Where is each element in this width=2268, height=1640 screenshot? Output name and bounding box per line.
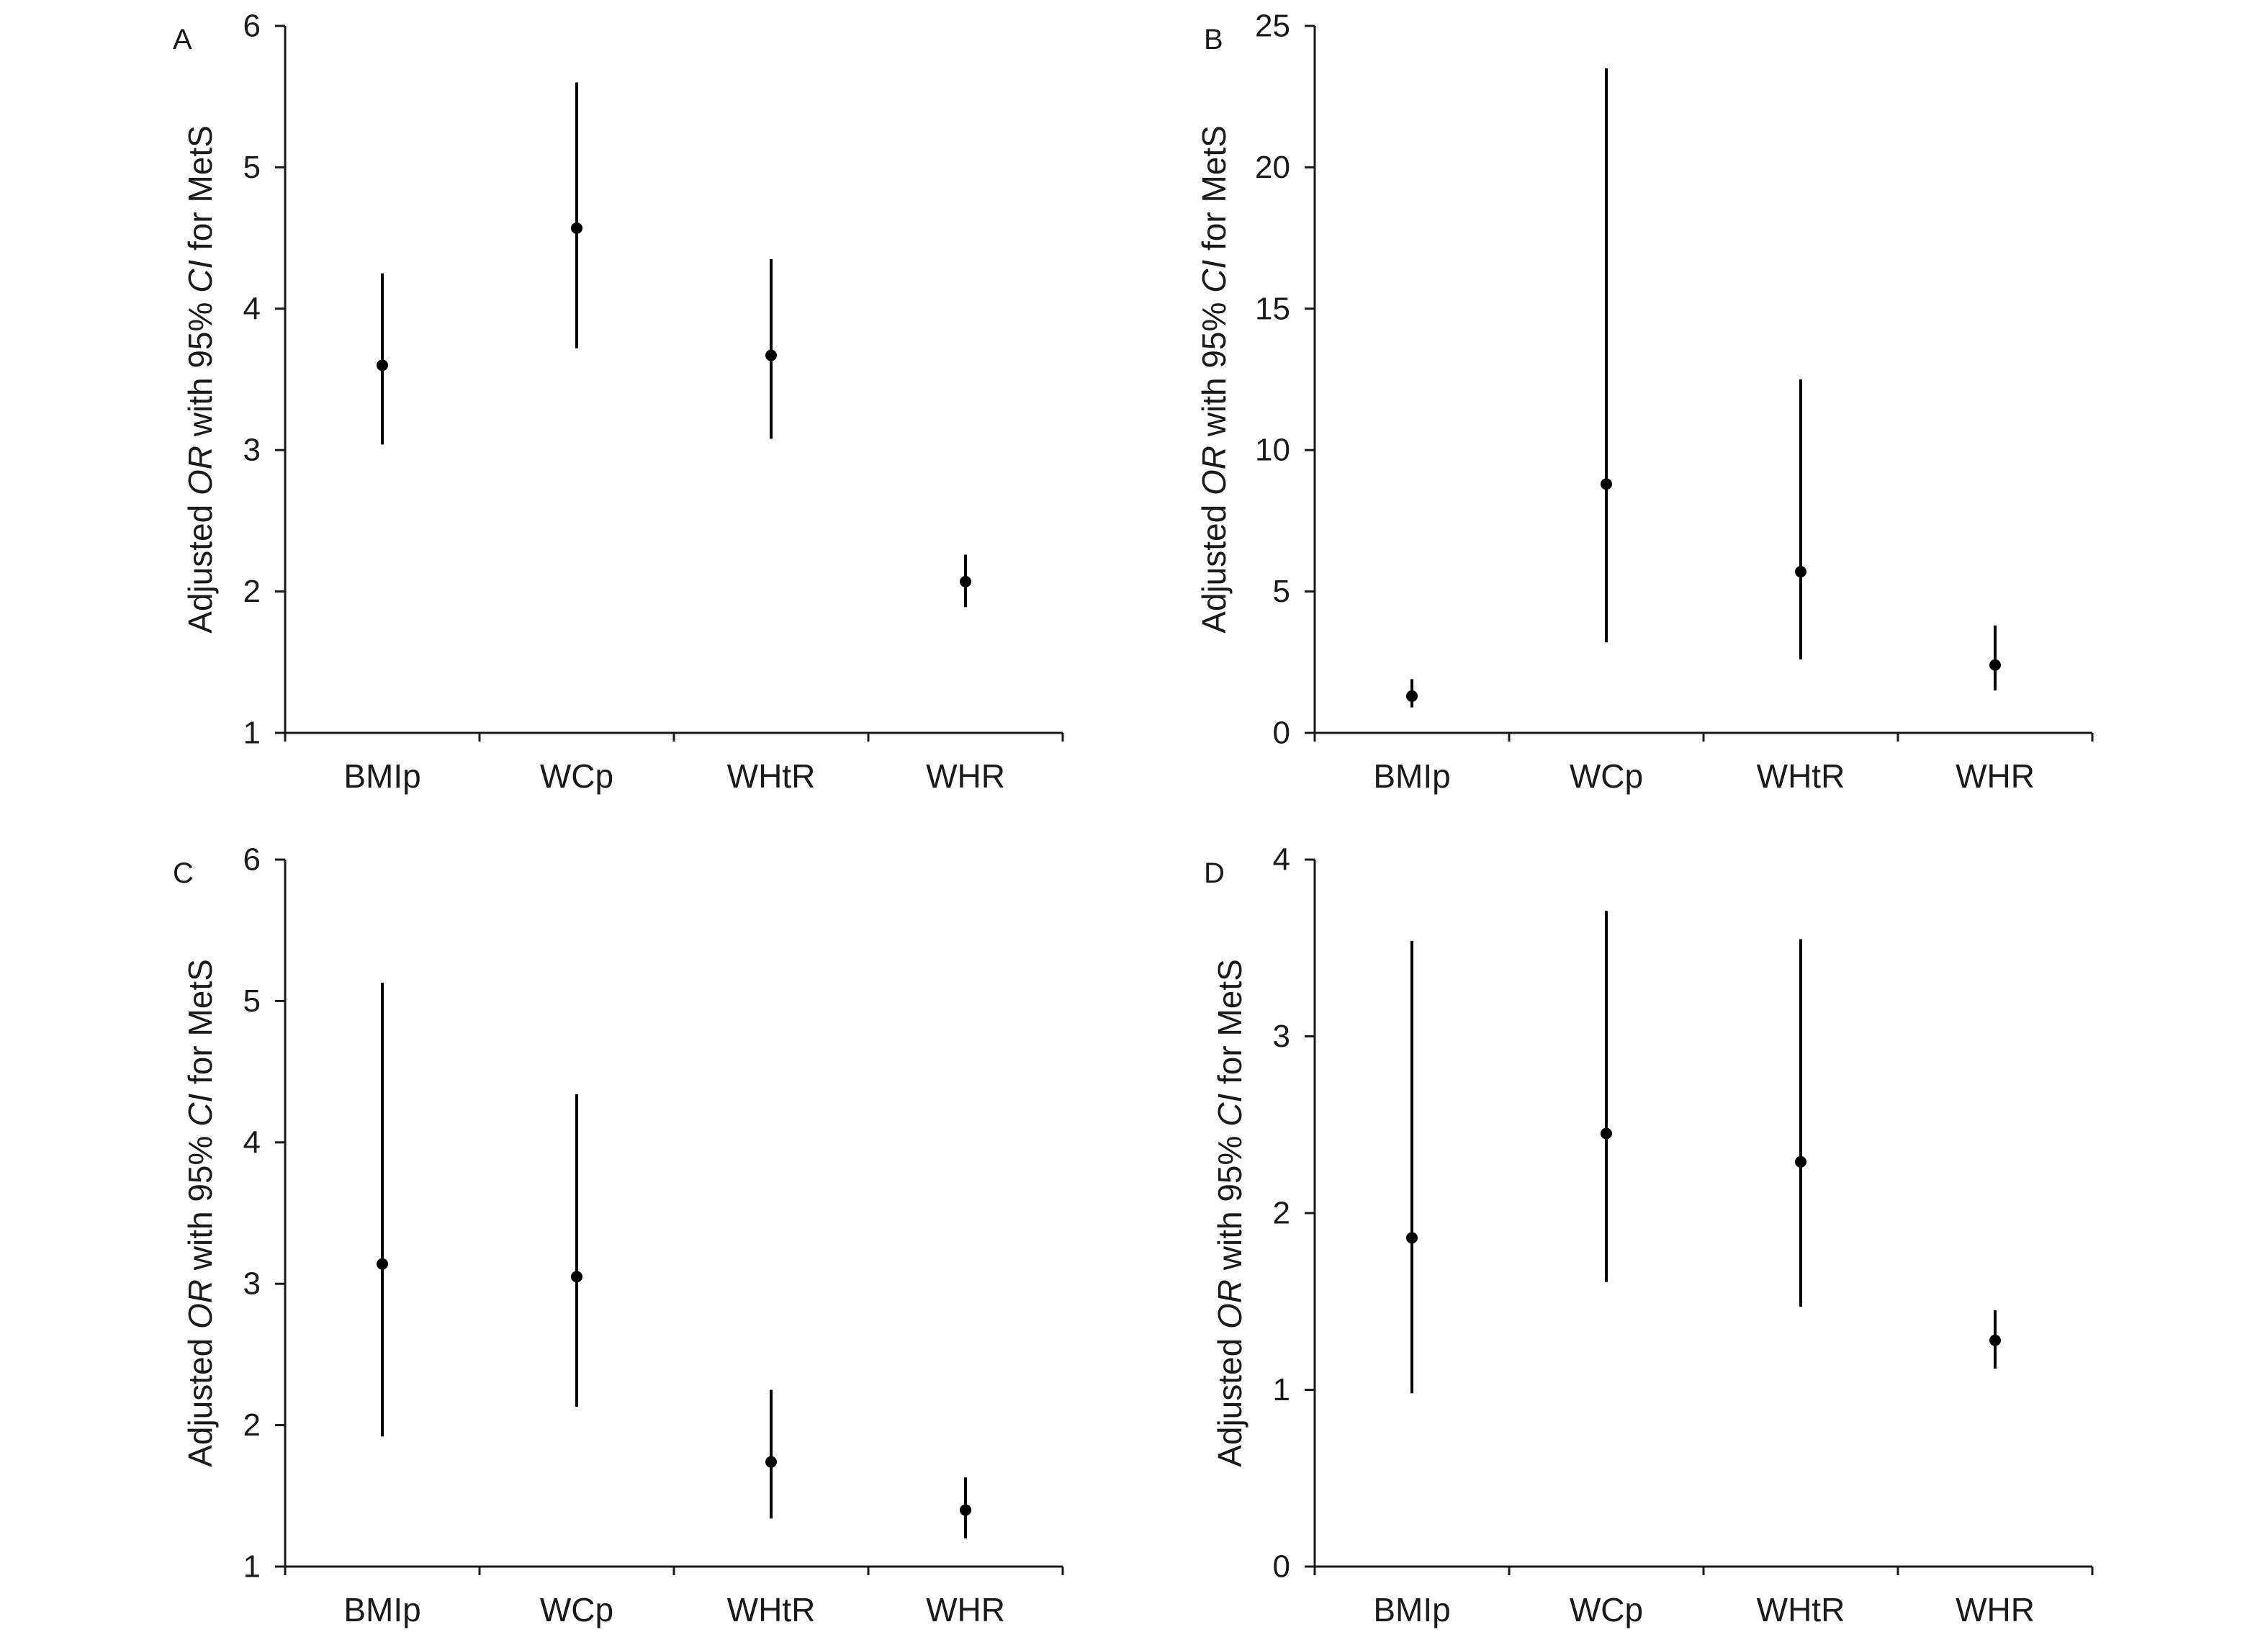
y-axis-title: Adjusted OR with 95% CI for MetS bbox=[1211, 959, 1248, 1467]
y-tick-label: 1 bbox=[243, 716, 261, 751]
y-tick-label: 6 bbox=[243, 9, 261, 44]
panel-b: B 0 5 10 15 20 25 BMIp WCp WHtR WHR Adjusted OR wit… bbox=[1195, 9, 2094, 795]
point-estimate bbox=[1601, 1127, 1612, 1140]
x-tick-label: WHtR bbox=[727, 757, 816, 795]
panel-letter: A bbox=[173, 24, 192, 55]
x-tick-label: WCp bbox=[540, 1591, 613, 1628]
y-tick-label: 4 bbox=[243, 1125, 261, 1160]
point-estimate bbox=[960, 1504, 971, 1516]
point-estimate bbox=[1795, 1155, 1806, 1168]
point-estimate bbox=[1601, 478, 1612, 490]
y-tick-label: 4 bbox=[243, 291, 261, 326]
panel-a: A 1 2 3 4 5 6 BMIp WCp WHtR WHR Adjusted OR with 95… bbox=[173, 9, 1064, 795]
y-tick-label: 5 bbox=[243, 983, 261, 1019]
point-estimate bbox=[1795, 566, 1806, 578]
y-tick-label: 1 bbox=[1273, 1372, 1290, 1407]
y-tick-label: 20 bbox=[1255, 150, 1290, 185]
point-estimate bbox=[960, 575, 971, 587]
point-estimate bbox=[377, 1258, 388, 1270]
y-tick-label: 4 bbox=[1273, 842, 1290, 878]
point-estimate bbox=[1406, 690, 1418, 702]
y-axis-title: Adjusted OR with 95% CI for MetS bbox=[1195, 125, 1233, 634]
y-tick-label: 2 bbox=[243, 1407, 261, 1443]
panel-d: D 0 1 2 3 4 BMIp WCp WHtR WHR Adjusted OR with 95%… bbox=[1204, 842, 2094, 1628]
y-tick-label: 2 bbox=[243, 574, 261, 609]
y-axis-title: Adjusted OR with 95% CI for MetS bbox=[181, 125, 219, 634]
y-tick-label: 3 bbox=[1273, 1019, 1290, 1054]
y-tick-label: 5 bbox=[1273, 574, 1290, 609]
y-tick-label: 5 bbox=[243, 150, 261, 185]
x-tick-label: WHtR bbox=[1757, 1591, 1845, 1628]
point-estimate bbox=[765, 349, 777, 361]
x-tick-label: WCp bbox=[540, 757, 613, 795]
y-tick-label: 10 bbox=[1255, 433, 1290, 468]
x-tick-label: WCp bbox=[1570, 757, 1643, 795]
y-tick-label: 3 bbox=[243, 433, 261, 468]
y-tick-label: 6 bbox=[243, 842, 261, 878]
x-tick-label: WHR bbox=[1956, 757, 2035, 795]
y-tick-label: 0 bbox=[1273, 716, 1290, 751]
point-estimate bbox=[1989, 659, 2001, 671]
y-tick-label: 2 bbox=[1273, 1196, 1290, 1231]
point-estimate bbox=[571, 222, 582, 234]
panel-letter: C bbox=[173, 857, 194, 889]
point-estimate bbox=[1989, 1334, 2001, 1346]
y-tick-label: 0 bbox=[1273, 1549, 1290, 1585]
point-estimate bbox=[1406, 1232, 1418, 1244]
y-axis-title: Adjusted OR with 95% CI for MetS bbox=[181, 959, 219, 1467]
x-tick-label: WHR bbox=[1956, 1591, 2035, 1628]
panel-letter: B bbox=[1204, 24, 1223, 55]
point-estimate bbox=[765, 1456, 777, 1468]
panel-letter: D bbox=[1204, 857, 1225, 889]
y-tick-label: 15 bbox=[1255, 291, 1290, 326]
x-tick-label: WHtR bbox=[1757, 757, 1845, 795]
panel-c: C 1 2 3 4 5 6 BMIp WCp WHtR WHR Adjusted OR with 95… bbox=[173, 842, 1064, 1628]
x-tick-label: BMIp bbox=[343, 757, 420, 795]
x-tick-label: WCp bbox=[1570, 1591, 1643, 1628]
point-estimate bbox=[571, 1271, 582, 1283]
x-tick-label: WHR bbox=[926, 1591, 1005, 1628]
y-tick-label: 25 bbox=[1255, 9, 1290, 44]
y-tick-label: 1 bbox=[243, 1549, 261, 1585]
y-tick-label: 3 bbox=[243, 1266, 261, 1302]
x-tick-label: BMIp bbox=[1373, 757, 1450, 795]
point-estimate bbox=[377, 359, 388, 371]
x-tick-label: WHtR bbox=[727, 1591, 816, 1628]
x-tick-label: BMIp bbox=[343, 1591, 420, 1628]
x-tick-label: BMIp bbox=[1373, 1591, 1450, 1628]
x-tick-label: WHR bbox=[926, 757, 1005, 795]
